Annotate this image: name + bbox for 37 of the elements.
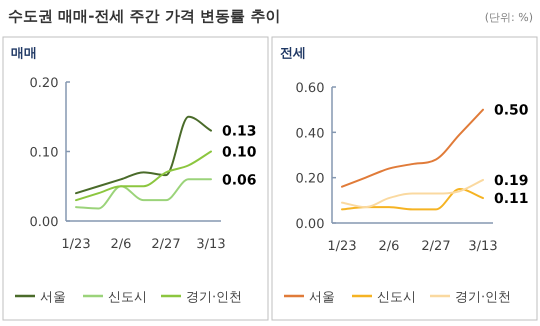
- x-tick-label: 2/6: [110, 237, 132, 252]
- data-label: 0.10: [222, 144, 257, 160]
- legend-label: 신도시: [108, 290, 147, 305]
- x-tick-label: 3/13: [468, 239, 498, 254]
- chart-subtitle: 매매: [11, 46, 37, 61]
- line-series: [75, 150, 212, 202]
- legend-label: 신도시: [377, 290, 416, 305]
- x-tick-label: 3/13: [196, 237, 226, 252]
- legend-label: 서울: [309, 290, 335, 305]
- legend-label: 경기·인천: [186, 290, 242, 305]
- y-tick-label: 0.00: [296, 217, 324, 232]
- line-series: [341, 108, 484, 188]
- line-series: [75, 178, 212, 210]
- chart-subtitle: 전세: [280, 46, 306, 61]
- data-label: 0.50: [494, 102, 529, 119]
- x-tick-label: 2/27: [151, 237, 181, 252]
- x-tick-label: 1/23: [327, 239, 357, 254]
- line-series: [341, 178, 484, 208]
- x-tick-label: 1/23: [61, 237, 91, 252]
- data-label: 0.13: [222, 124, 257, 140]
- legend-label: 서울: [40, 290, 66, 305]
- y-tick-label: 0.20: [296, 172, 324, 187]
- legend-label: 경기·인천: [455, 290, 512, 305]
- x-tick-label: 2/27: [421, 239, 451, 254]
- y-tick-label: 0.40: [296, 126, 324, 142]
- y-tick-label: 0.00: [30, 215, 58, 230]
- data-label: 0.19: [494, 172, 529, 189]
- y-tick-label: 0.60: [296, 81, 324, 96]
- text: (단위: %): [484, 11, 533, 24]
- line-series: [75, 116, 212, 194]
- data-label: 0.11: [494, 191, 529, 208]
- line-series: [341, 188, 484, 210]
- y-tick-label: 0.20: [30, 76, 58, 91]
- x-tick-label: 2/6: [378, 239, 400, 254]
- y-tick-label: 0.10: [30, 146, 58, 160]
- data-label: 0.06: [222, 172, 257, 188]
- chart-title: 수도권 매매-전세 주간 가격 변동률 추이: [8, 7, 280, 25]
